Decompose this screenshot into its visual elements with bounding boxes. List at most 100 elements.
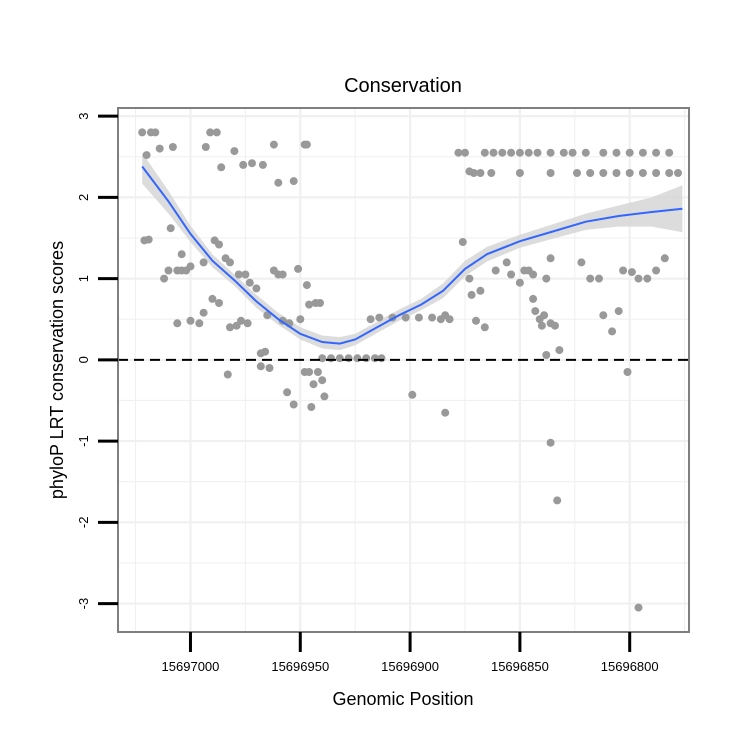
data-point — [529, 294, 538, 303]
data-point — [599, 169, 608, 177]
data-point — [138, 128, 147, 137]
data-point — [164, 266, 173, 275]
data-point — [469, 169, 478, 177]
x-axis-label: Genomic Position — [332, 689, 473, 709]
data-point — [296, 315, 305, 324]
data-point — [581, 148, 590, 157]
data-point — [428, 313, 437, 322]
data-point — [507, 148, 516, 157]
data-point — [634, 274, 643, 283]
data-point — [256, 362, 265, 371]
data-point — [263, 311, 272, 320]
data-point — [313, 368, 322, 376]
data-point — [652, 169, 661, 177]
data-point — [243, 319, 252, 328]
data-point — [546, 169, 555, 177]
data-point — [612, 169, 621, 177]
data-point — [476, 169, 485, 177]
data-point — [195, 319, 204, 328]
data-point — [665, 169, 674, 177]
data-point — [302, 140, 311, 149]
data-point — [206, 128, 215, 137]
plot-frame — [117, 107, 690, 633]
y-tick-label: 3 — [76, 112, 91, 119]
data-point — [619, 266, 628, 275]
data-point — [546, 254, 555, 263]
data-point — [524, 148, 533, 157]
data-point — [507, 270, 516, 279]
data-point — [283, 388, 292, 397]
y-tick-label: 1 — [76, 275, 91, 282]
data-point — [223, 370, 232, 379]
y-axis-label: phyloP LRT conservation scores — [47, 241, 67, 499]
data-point — [155, 144, 164, 153]
data-point — [335, 354, 344, 363]
data-point — [491, 266, 500, 275]
data-point — [553, 496, 562, 505]
data-point — [217, 163, 226, 172]
data-point — [515, 169, 524, 177]
data-point — [252, 284, 261, 293]
data-point — [408, 390, 417, 399]
data-point — [302, 281, 311, 290]
data-point — [401, 313, 410, 322]
data-point — [595, 274, 603, 283]
data-point — [542, 274, 551, 283]
chart-title: Conservation — [344, 75, 462, 97]
data-point — [327, 354, 335, 363]
data-point — [142, 151, 151, 160]
data-point — [652, 266, 661, 275]
data-point — [208, 294, 217, 303]
data-point — [551, 321, 559, 330]
data-point — [652, 148, 661, 157]
data-point — [199, 308, 208, 317]
plot-background — [118, 108, 689, 632]
data-point — [173, 319, 182, 328]
data-point — [608, 327, 617, 336]
data-point — [258, 160, 267, 169]
x-tick-label: 15697000 — [162, 659, 220, 674]
data-point — [559, 148, 568, 157]
data-point — [362, 354, 371, 363]
data-point — [546, 438, 555, 447]
data-point — [467, 290, 476, 299]
data-point — [375, 313, 384, 322]
data-point — [674, 169, 682, 177]
data-point — [476, 286, 485, 295]
data-point — [140, 236, 149, 245]
data-point — [515, 148, 524, 157]
data-point — [531, 307, 540, 316]
data-point — [353, 354, 362, 363]
data-point — [199, 258, 208, 267]
x-axis: 15697000 15696950 15696900 15696850 15696800 — [162, 632, 659, 674]
x-tick-label: 15696800 — [601, 659, 659, 674]
data-point — [274, 178, 283, 187]
data-point — [186, 316, 195, 325]
data-point — [614, 307, 623, 316]
data-point — [441, 408, 450, 417]
gridlines — [118, 108, 689, 632]
data-point — [245, 278, 254, 287]
data-point — [472, 316, 480, 325]
data-point — [226, 323, 234, 332]
data-point — [305, 300, 314, 309]
data-point — [230, 147, 239, 156]
x-tick-label: 15696950 — [271, 659, 329, 674]
data-point — [546, 148, 555, 157]
confidence-band-layer — [142, 152, 683, 351]
data-point — [540, 311, 549, 320]
data-point — [248, 159, 256, 168]
data-point — [515, 278, 524, 287]
data-point — [461, 148, 469, 157]
data-point — [612, 148, 621, 157]
data-point — [234, 270, 243, 279]
data-point — [480, 323, 489, 332]
data-point — [309, 380, 318, 389]
data-point — [237, 316, 245, 325]
data-point — [599, 148, 608, 157]
data-point — [542, 351, 551, 359]
data-point — [261, 347, 270, 356]
x-tick-label: 15696850 — [491, 659, 549, 674]
confidence-band — [142, 152, 683, 351]
data-point — [212, 128, 221, 137]
